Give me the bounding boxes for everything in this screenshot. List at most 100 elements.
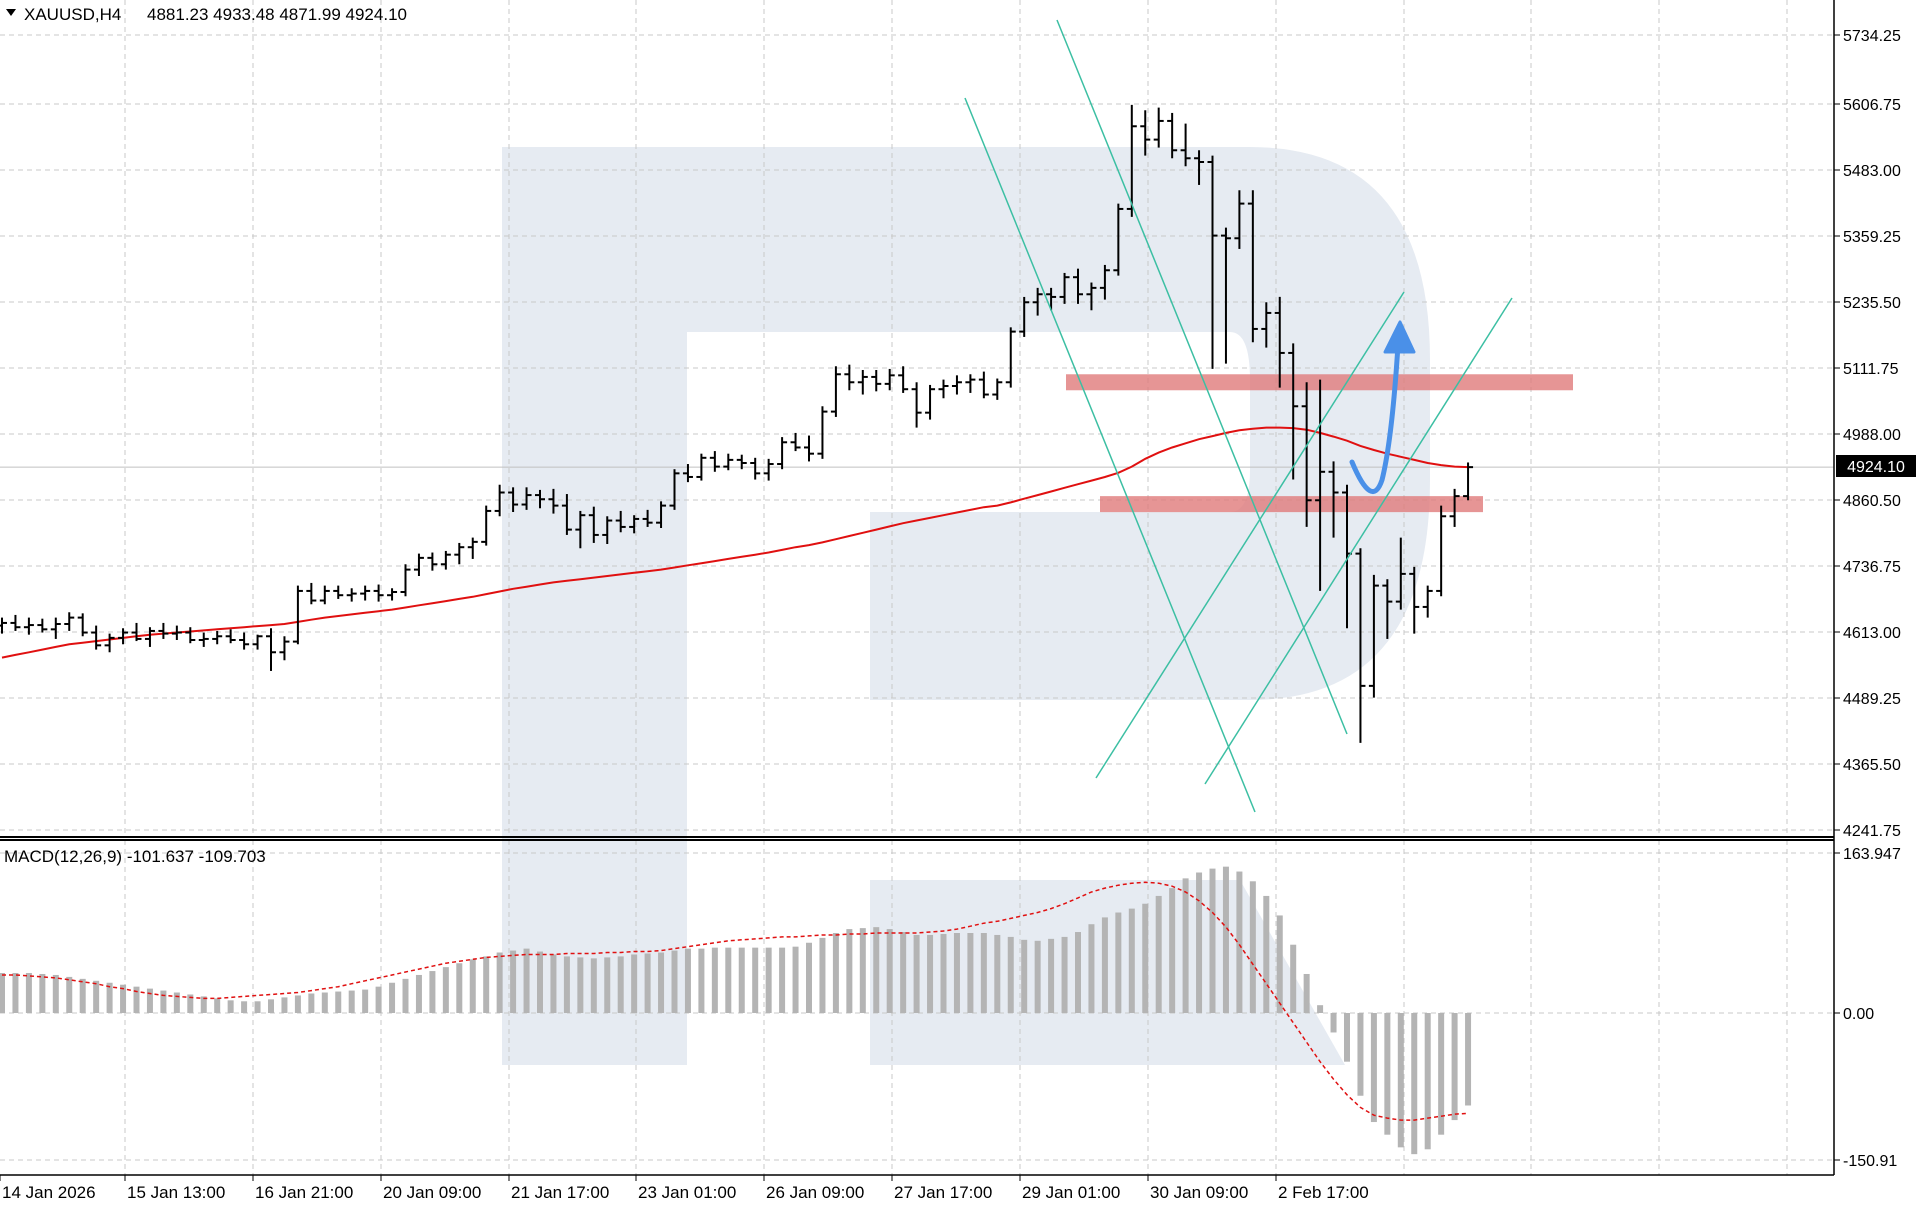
macd-histogram-bar: [25, 973, 32, 1013]
ohlc-bar: [1409, 566, 1420, 634]
ohlc-bar: [481, 505, 492, 546]
ohlc-bar: [1422, 585, 1433, 618]
macd-histogram-bar: [66, 976, 73, 1013]
macd-tick-label: -150.91: [1843, 1153, 1897, 1170]
ohlc-bar: [1382, 579, 1393, 639]
macd-histogram-bar: [1209, 868, 1216, 1013]
macd-histogram-bar: [402, 978, 409, 1013]
macd-histogram-bar: [1370, 1013, 1377, 1123]
macd-histogram-bar: [1048, 938, 1055, 1013]
ohlc-bar: [1140, 110, 1151, 156]
ohlc-bar: [77, 613, 88, 637]
macd-histogram-bar: [577, 957, 584, 1013]
ohlc-bar: [951, 375, 962, 395]
macd-histogram-bar: [658, 952, 665, 1013]
macd-histogram-bar: [779, 947, 786, 1013]
ohlc-bar: [198, 632, 209, 647]
macd-histogram-bar: [133, 986, 140, 1013]
ohlc-bar: [857, 370, 868, 395]
ohlc-bar: [1167, 112, 1178, 159]
time-tick-label: 29 Jan 01:00: [1022, 1183, 1120, 1202]
macd-histogram-bar: [1344, 1013, 1350, 1062]
ohlc-bar: [669, 469, 680, 510]
macd-histogram-bar: [1101, 917, 1108, 1013]
price-axis: 5734.25 5606.75 5483.00 5359.25 5235.50 5111.…: [1834, 28, 1901, 840]
macd-histogram-bar: [1465, 1013, 1472, 1106]
macd-histogram-bar: [563, 956, 570, 1013]
ohlc-bar: [10, 614, 21, 631]
trend-channel-lines: [964, 19, 1513, 813]
macd-histogram-bar: [281, 997, 288, 1013]
macd-histogram-bar: [160, 990, 167, 1013]
macd-histogram-bar: [1357, 1013, 1364, 1096]
ohlc-bar: [1368, 574, 1379, 698]
ohlc-bar: [346, 588, 357, 602]
macd-histogram-bar: [187, 994, 194, 1013]
price-tick-label: 4860.50: [1843, 493, 1901, 510]
macd-histogram-bar: [469, 959, 476, 1013]
macd-histogram-bar: [93, 980, 100, 1013]
ohlc-bar: [118, 628, 129, 645]
macd-histogram-bar: [442, 967, 449, 1013]
macd-histogram-bar: [294, 995, 301, 1013]
ohlc-bar: [306, 582, 317, 605]
ohlc-bar: [535, 489, 545, 509]
ohlc-bar: [1086, 282, 1097, 311]
ohlc-bar: [1247, 190, 1258, 343]
macd-histogram-bar: [1438, 1013, 1445, 1135]
ohlc-bar: [427, 552, 438, 571]
ohlc-bar: [1113, 203, 1124, 276]
ohlc-bar: [656, 501, 667, 528]
macd-histogram-bar: [79, 978, 86, 1013]
ohlc-bar: [212, 630, 223, 645]
ohlc-bar: [1395, 537, 1406, 610]
ohlc-bar: [23, 617, 34, 635]
ohlc-bar: [629, 515, 640, 534]
macd-histogram-bar: [200, 996, 207, 1013]
macd-histogram-bar: [362, 989, 369, 1013]
macd-histogram-bar: [39, 973, 46, 1013]
price-tick-label: 5111.75: [1843, 361, 1899, 378]
macd-histogram-bar: [1263, 895, 1270, 1013]
macd-histogram-bar: [1384, 1013, 1391, 1135]
dropdown-triangle-icon[interactable]: [6, 9, 16, 16]
macd-histogram-bar: [375, 986, 382, 1013]
ohlc-bar: [911, 382, 922, 428]
time-axis: 14 Jan 2026 15 Jan 13:00 16 Jan 21:00 20 Ja…: [0, 1175, 1369, 1202]
macd-histogram-bar: [1007, 936, 1014, 1013]
ohlc-bar: [333, 585, 344, 599]
macd-histogram-bar: [0, 973, 5, 1013]
ohlc-bar: [413, 553, 424, 576]
price-tick-label: 4613.00: [1843, 625, 1901, 642]
ohlc-bar: [1046, 287, 1057, 311]
macd-histogram-bar: [1249, 881, 1256, 1013]
ohlc-bar: [252, 634, 263, 650]
ohlc-bar: [548, 488, 559, 514]
macd-histogram-bar: [832, 933, 839, 1013]
price-tick-label: 5359.25: [1843, 229, 1901, 246]
ohlc-bar: [884, 368, 895, 391]
macd-histogram-bar: [1276, 915, 1283, 1013]
time-tick-label: 27 Jan 17:00: [894, 1183, 992, 1202]
macd-histogram-bar: [644, 953, 651, 1013]
time-tick-label: 30 Jan 09:00: [1150, 1183, 1248, 1202]
macd-histogram-bar: [1290, 944, 1297, 1013]
macd-histogram-bar: [12, 973, 19, 1013]
ohlc-bar: [467, 537, 478, 559]
ohlc-bar: [1005, 327, 1016, 388]
macd-histogram-bar: [415, 974, 422, 1013]
ohlc-bar: [319, 585, 330, 605]
time-tick-label: 26 Jan 09:00: [766, 1183, 864, 1202]
macd-histogram-bar: [819, 937, 826, 1013]
ohlc-bar: [777, 437, 788, 470]
macd-histogram-bar: [1075, 932, 1081, 1013]
ohlc-bar: [185, 627, 196, 644]
ohlc-bar: [64, 612, 75, 631]
ohlc-values: 4881.23 4933.48 4871.99 4924.10: [147, 5, 407, 24]
ohlc-bar: [521, 487, 532, 510]
macd-histogram-bar: [1411, 1013, 1418, 1155]
macd-histogram-bar: [1397, 1013, 1404, 1148]
ohlc-bar: [1032, 287, 1043, 316]
macd-histogram-bar: [510, 950, 517, 1013]
macd-histogram-bar: [550, 954, 557, 1013]
